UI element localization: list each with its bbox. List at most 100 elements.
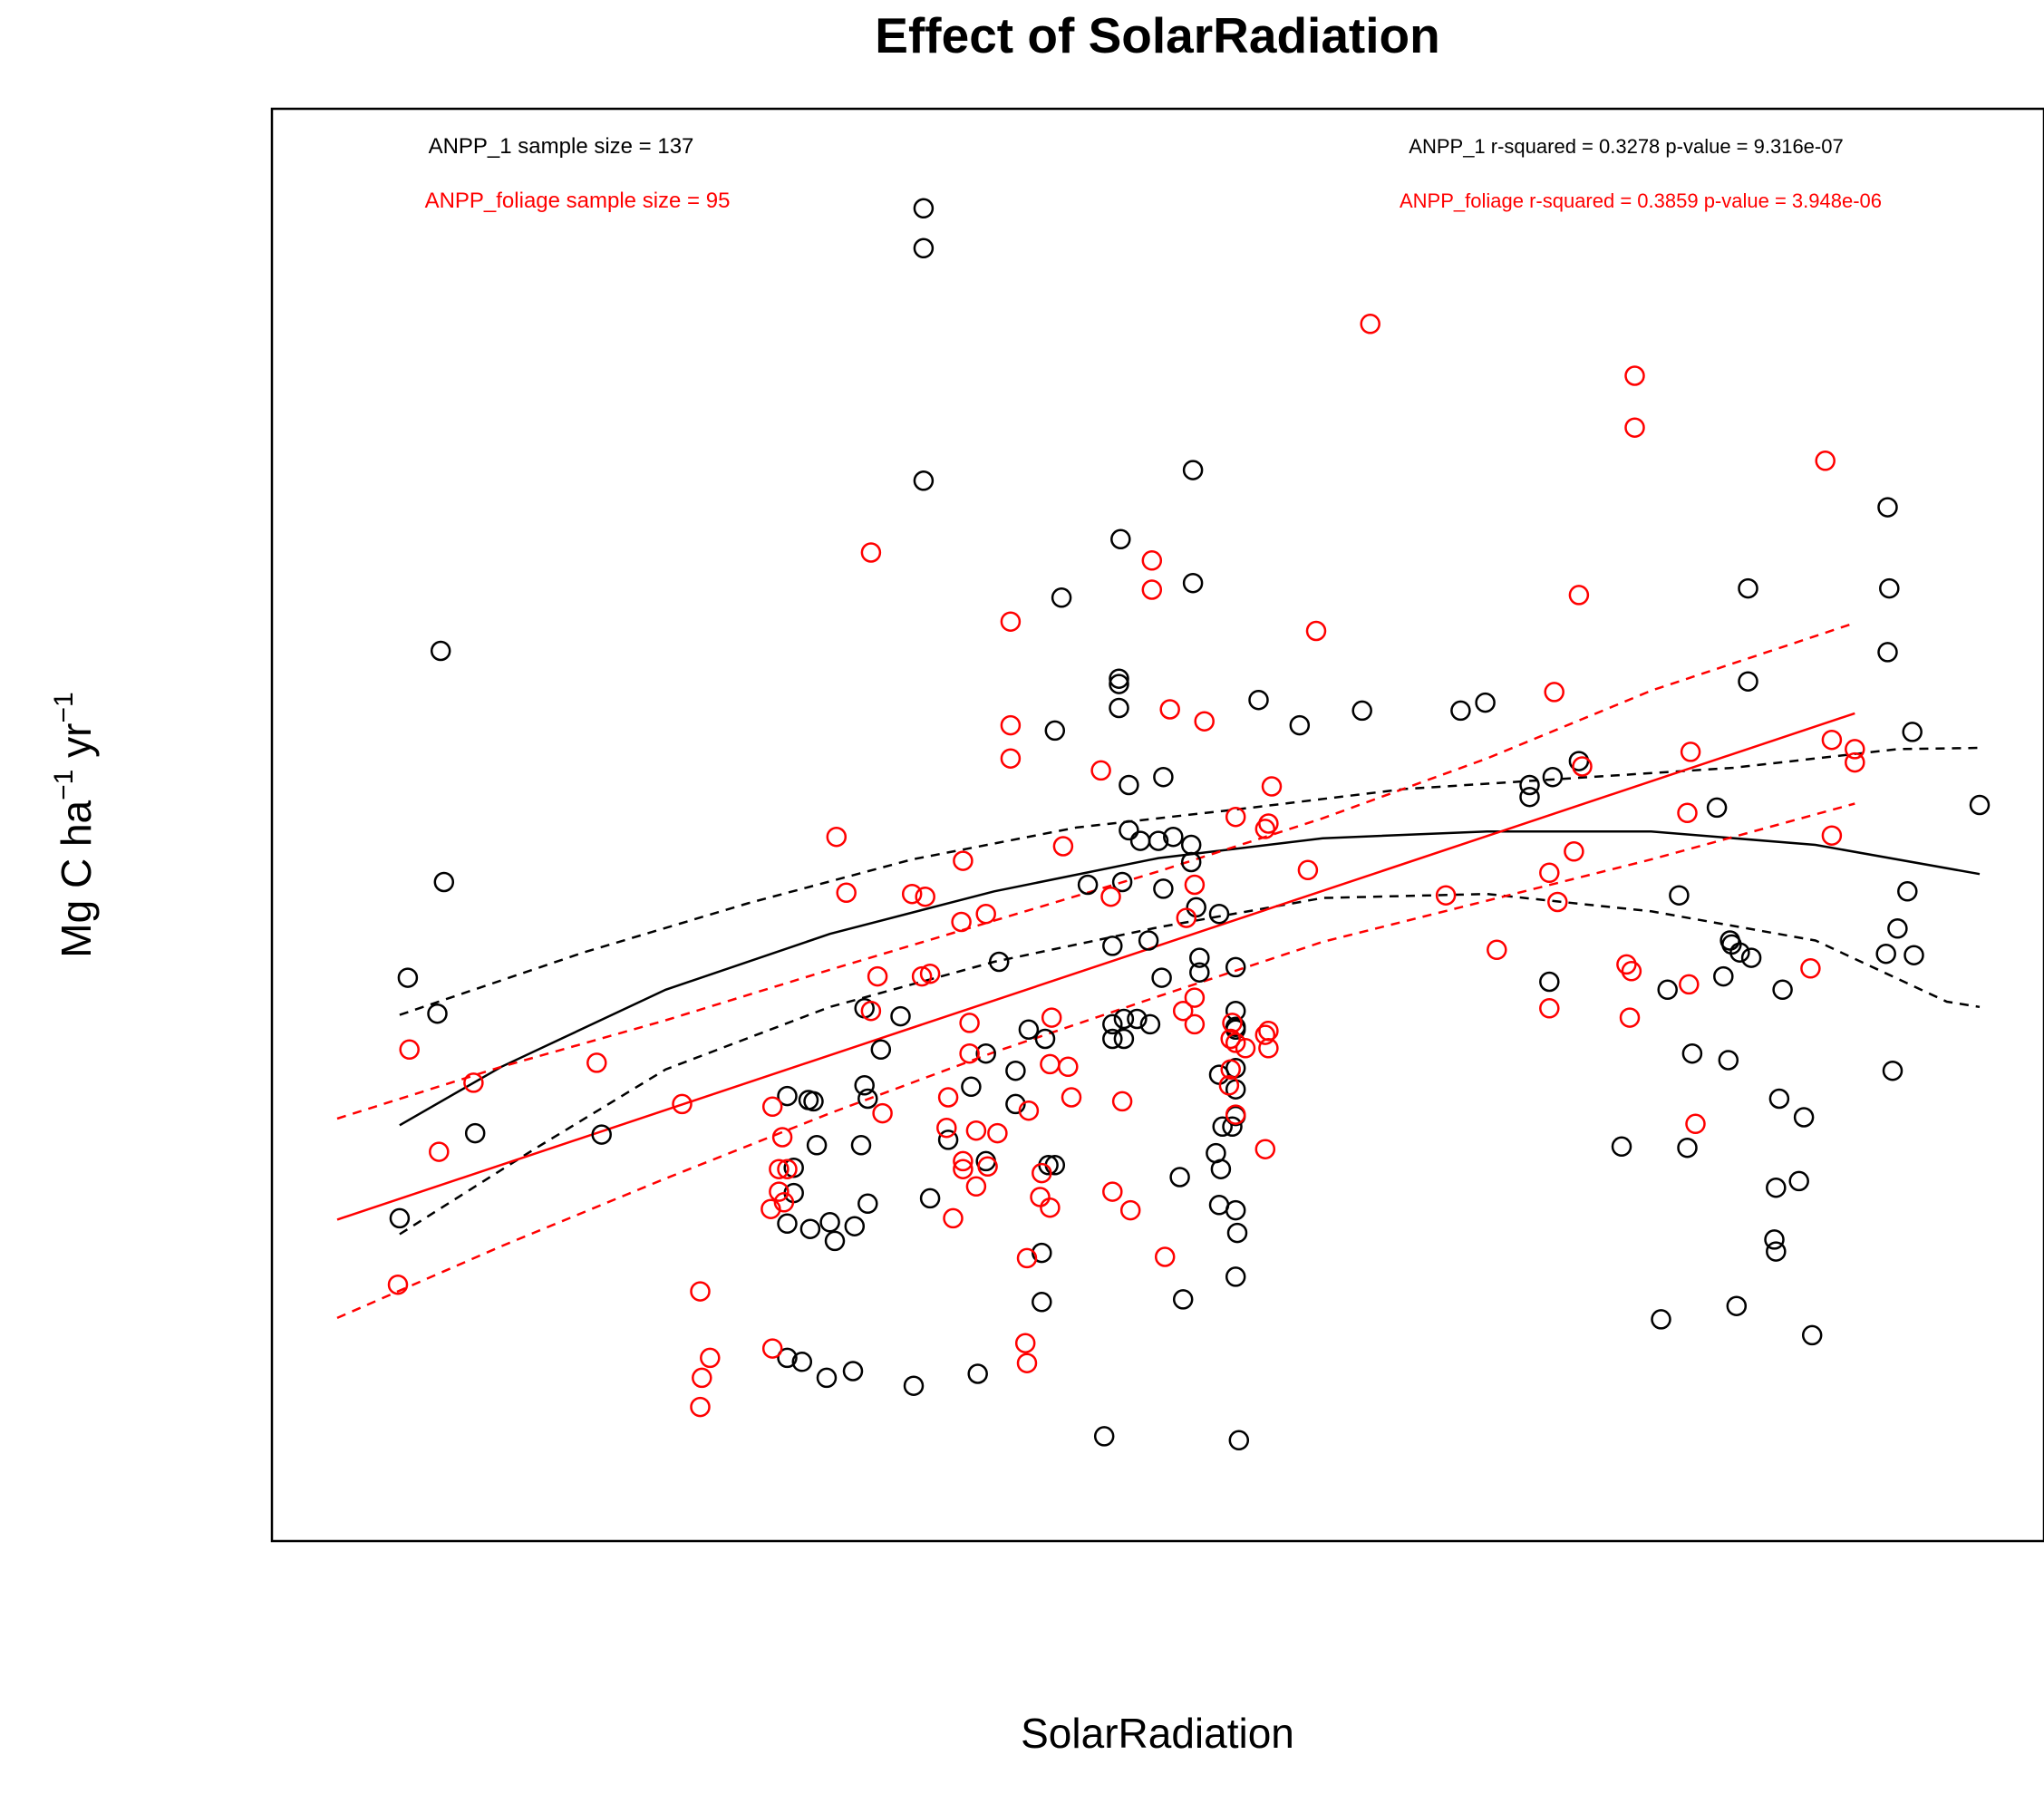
data-point	[1176, 907, 1197, 928]
data-point	[1681, 1042, 1703, 1064]
anpp-foliage-lower-line	[336, 802, 1855, 1320]
data-point	[1669, 885, 1690, 906]
data-point	[1184, 1013, 1206, 1035]
data-point	[1677, 1137, 1698, 1159]
data-point	[1897, 881, 1918, 902]
data-point	[1111, 1091, 1133, 1112]
data-point	[1220, 1059, 1241, 1080]
data-point	[1764, 1229, 1785, 1250]
data-point	[816, 1367, 838, 1389]
data-point	[1051, 587, 1072, 608]
data-point	[975, 903, 996, 925]
series-anpp-foliage	[387, 314, 1865, 1418]
data-point	[1225, 1000, 1246, 1022]
data-point	[1077, 874, 1099, 896]
data-point	[1100, 886, 1121, 907]
data-point	[965, 1120, 987, 1141]
data-point	[1685, 1113, 1706, 1135]
data-point	[1014, 1333, 1036, 1353]
data-point	[1235, 1038, 1256, 1059]
data-point	[1793, 1107, 1815, 1128]
data-point	[953, 1150, 974, 1172]
data-point	[1875, 943, 1896, 965]
data-point	[427, 1003, 448, 1024]
data-point	[1651, 1309, 1671, 1330]
data-point	[1189, 962, 1210, 983]
data-point	[433, 871, 455, 893]
data-point	[1172, 1000, 1194, 1022]
data-point	[1258, 1038, 1279, 1059]
data-point	[1222, 1013, 1243, 1033]
data-point	[1821, 825, 1843, 846]
data-point	[1109, 668, 1129, 689]
data-point	[1220, 1028, 1241, 1050]
data-point	[1740, 947, 1762, 968]
y-axis-label-mid: yr	[53, 723, 100, 770]
data-point	[857, 1088, 878, 1110]
data-point	[1111, 871, 1133, 893]
data-point	[1169, 1167, 1190, 1188]
y-axis-label-exp2: −1	[49, 692, 79, 722]
data-point	[1184, 987, 1206, 1008]
data-point	[1611, 1136, 1632, 1158]
data-point	[1172, 1289, 1194, 1310]
data-point	[1254, 1024, 1276, 1045]
data-point	[1564, 841, 1584, 862]
data-point	[1768, 1088, 1790, 1110]
data-point	[1093, 1426, 1115, 1447]
data-point	[953, 850, 974, 871]
data-point	[1228, 1430, 1250, 1451]
data-point	[842, 1361, 864, 1382]
data-point	[1182, 460, 1204, 480]
data-point	[1154, 1246, 1176, 1267]
data-point	[1800, 958, 1821, 979]
data-point	[919, 963, 941, 984]
data-point	[799, 1218, 821, 1239]
data-point	[399, 1039, 420, 1061]
data-point	[791, 1352, 813, 1372]
data-point	[943, 1207, 964, 1229]
data-point	[1619, 1007, 1641, 1028]
data-point	[951, 911, 972, 933]
data-point	[1018, 1100, 1040, 1121]
data-point	[1225, 1104, 1246, 1125]
anpp-foliage-fit-line	[336, 712, 1855, 1221]
data-point	[1005, 1060, 1026, 1081]
data-point	[854, 1075, 875, 1096]
data-point	[1624, 417, 1645, 438]
data-point	[919, 1188, 941, 1209]
data-point	[1902, 722, 1923, 742]
data-point	[937, 1129, 959, 1150]
data-point	[959, 1042, 980, 1064]
data-point	[1034, 1028, 1056, 1050]
data-point	[1218, 1075, 1240, 1096]
data-point	[1821, 729, 1843, 751]
data-point	[1261, 776, 1283, 797]
data-point	[901, 883, 923, 905]
data-point	[911, 965, 933, 987]
data-point	[1210, 1159, 1232, 1179]
data-point	[870, 1039, 892, 1061]
data-point	[806, 1135, 828, 1156]
anpp1-stats: ANPP_1 r-squared = 0.3278 p-value = 9.31…	[1409, 135, 1843, 158]
anpp-1-fit-line	[399, 830, 1981, 1127]
data-point	[761, 1338, 783, 1359]
x-axis-label: SolarRadiation	[1021, 1710, 1294, 1757]
data-point	[988, 951, 1010, 973]
data-point	[1018, 1019, 1040, 1041]
data-point	[1248, 689, 1269, 711]
data-point	[1102, 936, 1123, 956]
data-point	[1624, 365, 1645, 386]
data-point	[1568, 585, 1590, 606]
data-point	[1032, 1162, 1052, 1184]
data-point	[867, 965, 888, 987]
data-point	[1189, 947, 1210, 968]
data-point	[1184, 874, 1206, 896]
foliage-sample-size: ANPP_foliage sample size = 95	[425, 189, 731, 213]
data-point	[1182, 572, 1204, 594]
data-point	[965, 1176, 987, 1197]
y-axis-label-exp1: −1	[49, 770, 79, 800]
data-point	[1208, 1195, 1230, 1216]
data-point	[769, 1181, 790, 1202]
